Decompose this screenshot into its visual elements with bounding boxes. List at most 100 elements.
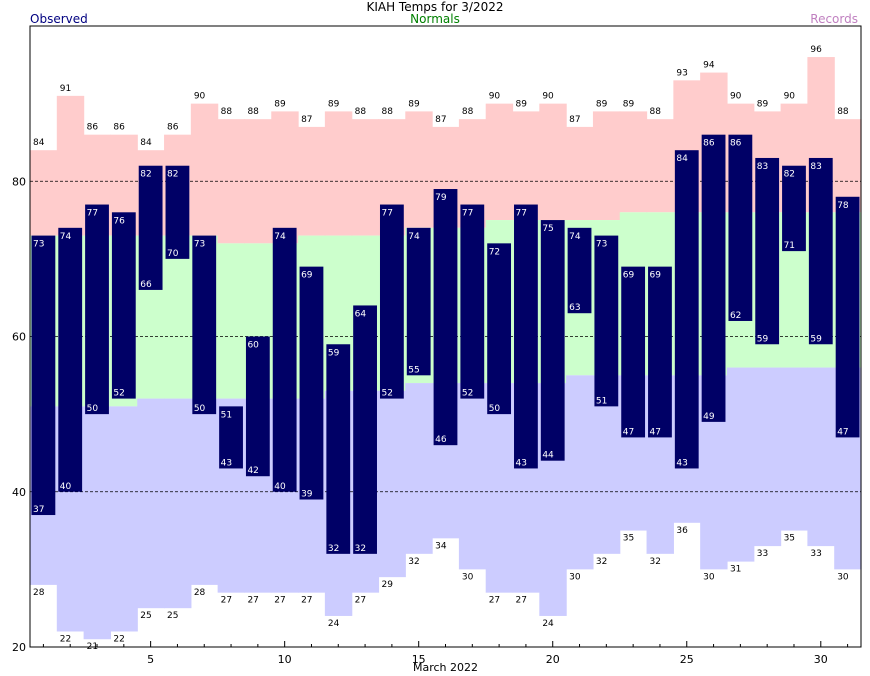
record-high-label: 88 [381,107,393,117]
y-tick-label: 80 [12,175,26,188]
record-high-label: 84 [33,138,45,148]
x-tick-label: 25 [680,653,694,666]
observed-bar [31,235,56,516]
observed-high-label: 73 [194,240,205,250]
record-low-label: 25 [167,611,178,621]
normal-band [164,235,192,399]
observed-low-label: 49 [703,412,715,422]
record-high-label: 87 [435,115,446,125]
record-high-label: 90 [784,92,796,102]
record-high-label: 90 [194,92,206,102]
record-high-band [405,111,433,228]
observed-high-label: 73 [33,240,44,250]
legend-normals: Normals [410,12,460,26]
record-low-label: 22 [60,634,71,644]
record-low-band [753,367,782,547]
record-high-label: 89 [596,99,608,109]
observed-high-label: 78 [837,201,849,211]
record-high-label: 89 [516,99,528,109]
record-low-label: 30 [569,572,581,582]
observed-bar [165,165,190,259]
observed-bar [245,336,270,477]
observed-high-label: 77 [87,209,98,219]
observed-high-label: 77 [381,209,392,219]
observed-low-label: 32 [355,544,366,554]
record-low-label: 32 [596,557,607,567]
record-low-label: 24 [328,619,340,629]
y-tick-label: 40 [12,486,26,499]
observed-high-label: 86 [730,139,742,149]
observed-high-label: 73 [596,240,607,250]
observed-bar [648,266,672,438]
observed-low-label: 37 [33,505,44,515]
observed-bar [299,266,324,500]
observed-bar [594,235,619,407]
observed-high-label: 77 [516,209,527,219]
record-low-label: 24 [542,619,554,629]
record-low-label: 35 [623,534,634,544]
record-low-label: 28 [33,588,45,598]
observed-high-label: 69 [301,271,313,281]
observed-low-label: 50 [489,404,501,414]
record-low-band [458,383,487,570]
observed-high-label: 51 [221,410,232,420]
observed-high-label: 86 [703,139,715,149]
observed-low-label: 59 [810,334,822,344]
record-low-label: 34 [435,541,447,551]
observed-bar [674,150,699,469]
record-high-label: 90 [730,92,742,102]
record-high-band [646,119,674,213]
record-low-label: 33 [757,549,768,559]
record-high-band [566,126,594,221]
observed-bar [433,189,458,446]
observed-low-label: 46 [435,435,447,445]
record-low-label: 29 [381,580,393,590]
observed-high-label: 76 [113,216,125,226]
axes: 5 10 15 20 25 30 March 2022 20 40 60 80 [12,25,862,674]
record-low-label: 32 [408,557,419,567]
observed-bar [219,406,243,469]
record-high-band [271,111,299,244]
observed-high-label: 75 [542,224,553,234]
observed-high-label: 60 [247,341,259,351]
record-high-band [351,119,380,236]
record-high-label: 88 [462,107,474,117]
record-high-label: 86 [167,123,179,133]
observed-low-label: 47 [837,427,848,437]
record-high-label: 88 [837,107,849,117]
observed-bar [621,266,646,438]
y-tick-label: 20 [12,641,26,654]
record-high-label: 90 [489,92,501,102]
observed-low-label: 52 [113,389,124,399]
record-high-band [485,103,514,221]
record-low-label: 30 [703,572,715,582]
observed-high-label: 84 [676,154,688,164]
observed-low-label: 44 [542,451,554,461]
observed-bar [728,134,753,321]
observed-bar [272,227,297,492]
record-high-band [324,111,353,236]
observed-high-label: 64 [355,309,367,319]
x-tick-label: 30 [814,653,828,666]
observed-low-label: 51 [596,396,607,406]
x-tick-label: 5 [147,653,154,666]
observed-bar [835,196,860,438]
observed-low-label: 71 [784,241,795,251]
observed-high-label: 74 [408,232,420,242]
record-low-label: 31 [730,565,741,575]
observed-bar [514,204,538,469]
normal-band [217,243,246,399]
observed-high-label: 77 [462,209,473,219]
record-high-label: 89 [623,99,635,109]
legend-records: Records [810,12,858,26]
record-high-band [619,111,648,213]
observed-low-label: 66 [140,280,152,290]
record-low-label: 33 [810,549,821,559]
observed-low-label: 43 [676,458,687,468]
record-low-band [566,375,594,570]
record-low-label: 28 [194,588,206,598]
record-high-band [56,95,85,236]
record-high-label: 84 [140,138,152,148]
record-low-band [726,367,755,562]
